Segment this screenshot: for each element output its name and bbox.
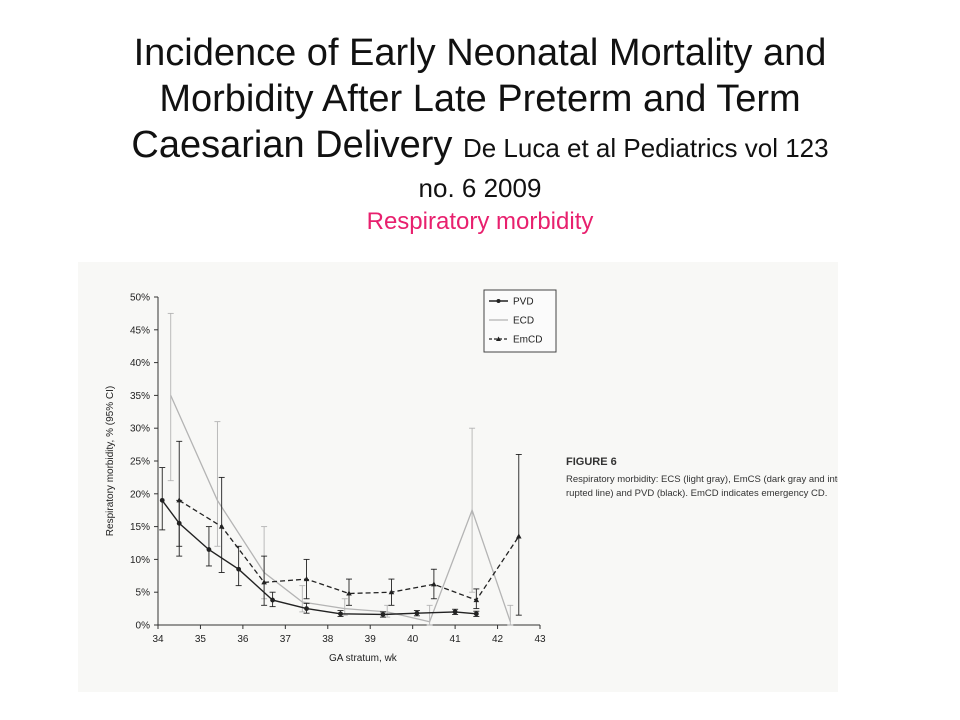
- figure-caption: FIGURE 6 Respiratory morbidity: ECS (lig…: [566, 456, 838, 499]
- legend-marker-pvd: [496, 299, 501, 303]
- pvd-point: [159, 497, 165, 503]
- y-tick-label: 25%: [130, 457, 150, 468]
- series-ecd: [167, 312, 514, 626]
- y-tick-label: 50%: [130, 293, 150, 304]
- chart-axes: [157, 297, 540, 626]
- emcd-point: [218, 523, 225, 529]
- respiratory-morbidity-chart: 0% 5% 10% 15% 20% 25% 30% 35% 40% 45% 50% 34 35 36 37…: [105, 289, 838, 664]
- emcd-point: [515, 533, 522, 539]
- y-tick-label: 35%: [130, 391, 150, 402]
- y-tick-label: 40%: [130, 358, 150, 369]
- y-tick-label: 10%: [130, 555, 150, 566]
- legend-label: EmCD: [513, 335, 542, 346]
- series-layer: [159, 312, 522, 626]
- y-tick-label: 45%: [130, 325, 150, 336]
- y-tick-label: 30%: [130, 424, 150, 435]
- pvd-point: [304, 606, 309, 611]
- pvd-point: [452, 609, 458, 615]
- x-tick-label: 37: [280, 634, 292, 645]
- y-tick-label: 15%: [130, 522, 150, 533]
- pvd-point: [176, 520, 182, 526]
- slide-title-line-3-text: Caesarian Delivery: [131, 124, 453, 166]
- emcd-line: [178, 499, 520, 601]
- slide-title-block: Incidence of Early Neonatal Mortality an…: [0, 30, 960, 239]
- pvd-point: [414, 610, 420, 616]
- y-tick-label: 0%: [136, 621, 151, 632]
- series-pvd: [159, 467, 480, 618]
- figure-caption-line-2: rupted line) and PVD (black). EmCD indic…: [566, 488, 827, 499]
- slide-subtitle: Respiratory morbidity: [366, 208, 594, 235]
- pvd-point: [206, 547, 212, 552]
- x-tick-label: 38: [322, 634, 334, 645]
- scanned-figure-background: [78, 262, 838, 692]
- x-tick-label: 41: [450, 634, 462, 645]
- slide-title-line-3: Caesarian Delivery De Luca et al Pediatr…: [0, 122, 960, 171]
- figure-caption-line-1: Respiratory morbidity: ECS (light gray),…: [566, 474, 838, 485]
- y-tick-label: 20%: [130, 489, 150, 500]
- emcd-point: [388, 589, 395, 595]
- figure-label: FIGURE 6: [566, 456, 617, 468]
- series-emcd: [176, 440, 522, 616]
- chart-legend: PVD ECD EmCD: [483, 289, 557, 353]
- pvd-point: [270, 597, 275, 603]
- citation-inline: De Luca et al Pediatrics vol 123: [462, 133, 829, 163]
- y-tick-labels: 0% 5% 10% 15% 20% 25% 30% 35% 40% 45% 50%: [130, 293, 158, 632]
- x-tick-label: 39: [365, 634, 377, 645]
- ecd-line: [170, 395, 511, 623]
- emcd-point: [346, 590, 352, 596]
- pvd-point: [380, 612, 386, 617]
- emcd-point: [431, 581, 437, 587]
- emcd-point: [473, 597, 480, 603]
- x-tick-label: 40: [407, 634, 419, 645]
- citation-line-2: no. 6 2009: [418, 173, 542, 203]
- pvd-point: [338, 611, 343, 617]
- x-tick-labels: 34 35 36 37 38 39 40 41 42 43: [152, 625, 546, 645]
- emcd-point: [261, 579, 267, 585]
- x-tick-label: 34: [152, 634, 164, 645]
- slide-title-line-2: Morbidity After Late Preterm and Term: [159, 78, 801, 120]
- pvd-point: [473, 611, 479, 617]
- x-tick-label: 36: [237, 634, 249, 645]
- legend-marker-emcd: [496, 336, 501, 341]
- x-axis-label: GA stratum, wk: [329, 653, 398, 664]
- pvd-point: [236, 566, 242, 572]
- slide-title-line-1: Incidence of Early Neonatal Mortality an…: [133, 32, 827, 74]
- y-axis-label: Respiratory morbidity, % (95% CI): [105, 386, 116, 536]
- x-tick-label: 35: [195, 634, 207, 645]
- legend-label: ECD: [513, 316, 534, 327]
- emcd-point: [303, 576, 310, 582]
- y-tick-label: 5%: [136, 588, 151, 599]
- legend-label: PVD: [513, 297, 534, 308]
- x-tick-label: 43: [534, 634, 546, 645]
- emcd-point: [176, 497, 183, 503]
- x-tick-label: 42: [492, 634, 504, 645]
